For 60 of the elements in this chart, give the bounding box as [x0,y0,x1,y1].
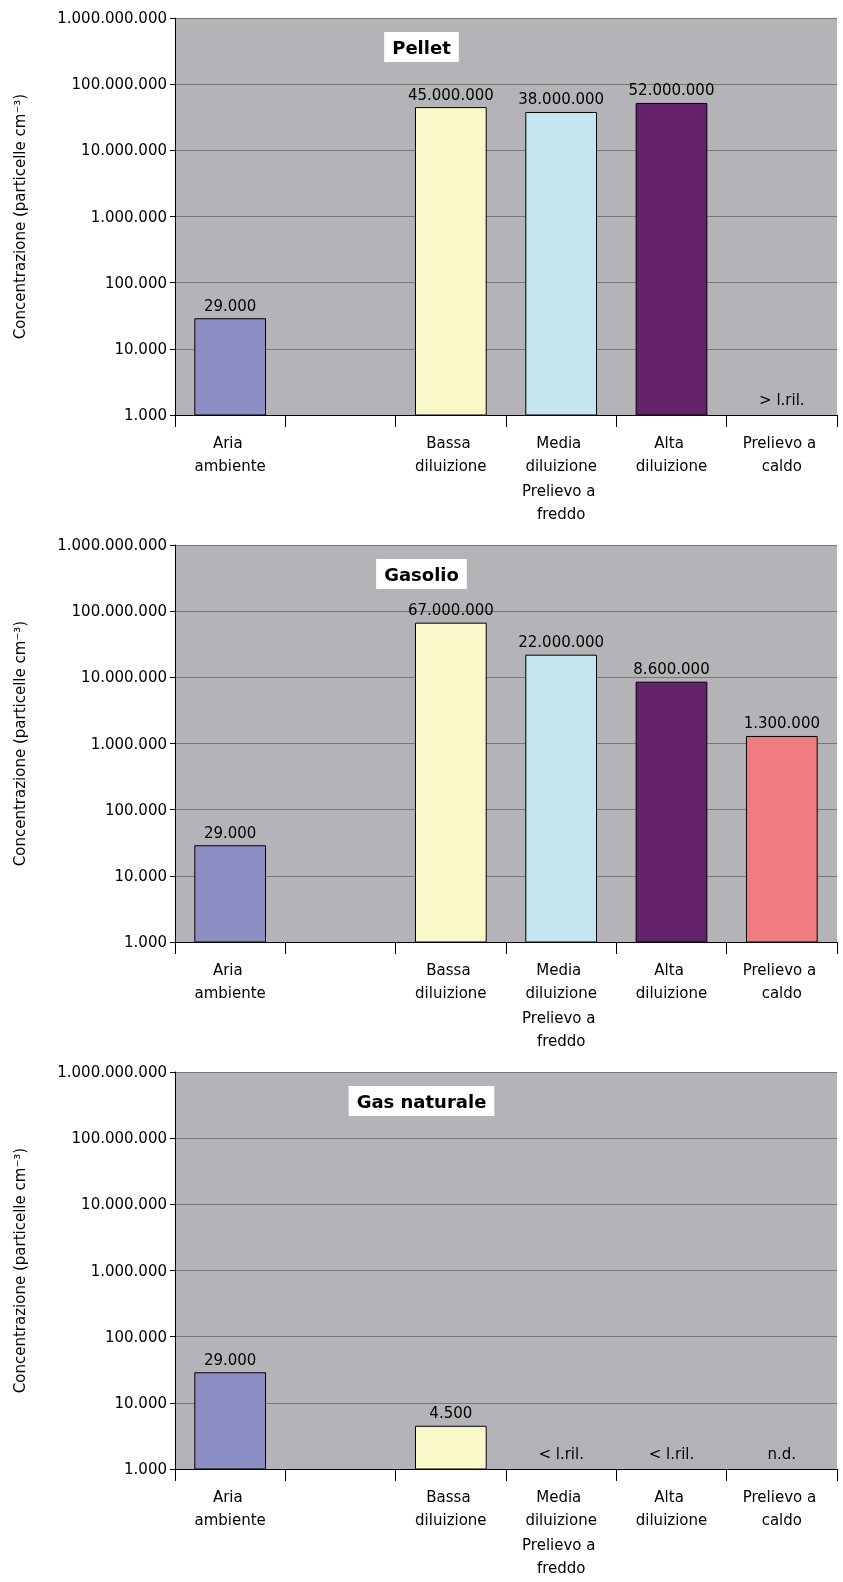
text: Prelievo a freddo [522,1535,601,1577]
x-tick-label: Alta diluizione [635,433,708,475]
y-tick-label: 10.000 [114,1393,167,1412]
text: < l.ril. [648,1444,695,1463]
y-tick-label: 100.000 [104,1327,167,1346]
x-tick-label: Alta diluizione [635,1487,708,1529]
data-label: 29.000 [203,296,257,315]
y-tick-label: 1.000.000 [90,207,167,226]
y-tick-label: 1.000.000 [90,734,167,753]
data-label: 22.000.000 [518,633,605,652]
y-tick-label: 1.000 [124,933,167,951]
x-tick-label: Aria ambiente [194,1487,266,1529]
data-label: 1.300.000 [743,714,821,733]
data-label: 45.000.000 [407,85,494,104]
text: < l.ril. [538,1444,584,1463]
x-tick-label: Media diluizione [525,960,597,1002]
data-label: 8.600.000 [633,660,710,679]
x-tick-label: Prelievo a caldo [742,960,821,1002]
data-label: 4.500 [429,1404,473,1423]
y-tick-label: 10.000 [114,866,167,885]
text: n.d. [767,1444,797,1463]
text: Pellet [392,36,452,58]
text: Gas naturale [356,1090,487,1112]
y-axis-title: Concentrazione (particelle cm⁻³) [10,93,29,340]
y-tick-label: 100.000.000 [71,602,167,621]
text: Prelievo a freddo [522,481,601,523]
y-tick-label: 100.000 [104,800,167,819]
y-tick-label: 1.000 [124,406,167,424]
y-tick-label: 1.000.000 [90,1261,167,1280]
text: Prelievo a freddo [522,1008,601,1050]
x-tick-label: Media diluizione [525,1487,597,1529]
data-label: 67.000.000 [407,601,494,620]
x-tick-label: Media diluizione [525,433,597,475]
x-tick-label: Bassa diluizione [415,433,487,475]
y-tick-label: 1.000.000.000 [57,1063,167,1081]
data-label: 38.000.000 [518,90,605,109]
y-tick-label: 10.000.000 [81,668,167,687]
data-label: 52.000.000 [628,81,715,100]
y-tick-label: 1.000 [124,1460,167,1478]
x-tick-label: Bassa diluizione [415,1487,487,1529]
x-tick-label: Prelievo a caldo [742,1487,821,1529]
y-tick-label: 10.000 [114,339,167,358]
y-tick-label: 100.000 [104,273,167,292]
y-axis-title: Concentrazione (particelle cm⁻³) [10,1147,29,1394]
y-tick-label: 10.000.000 [81,141,167,160]
data-label: 29.000 [203,1350,257,1369]
y-axis-title: Concentrazione (particelle cm⁻³) [10,620,29,867]
x-tick-label: Aria ambiente [194,960,266,1002]
text: Gasolio [384,563,459,585]
y-tick-label: 1.000.000.000 [57,536,167,554]
text: > l.ril. [759,390,805,409]
x-tick-label: Aria ambiente [194,433,266,475]
x-tick-label: Bassa diluizione [415,960,487,1002]
x-tick-label: Prelievo a caldo [742,433,821,475]
data-label: 29.000 [203,823,257,842]
y-tick-label: 100.000.000 [71,1129,167,1148]
x-tick-label: Alta diluizione [635,960,708,1002]
y-tick-label: 1.000.000.000 [57,9,167,27]
y-tick-label: 10.000.000 [81,1195,167,1214]
y-tick-label: 100.000.000 [71,75,167,94]
